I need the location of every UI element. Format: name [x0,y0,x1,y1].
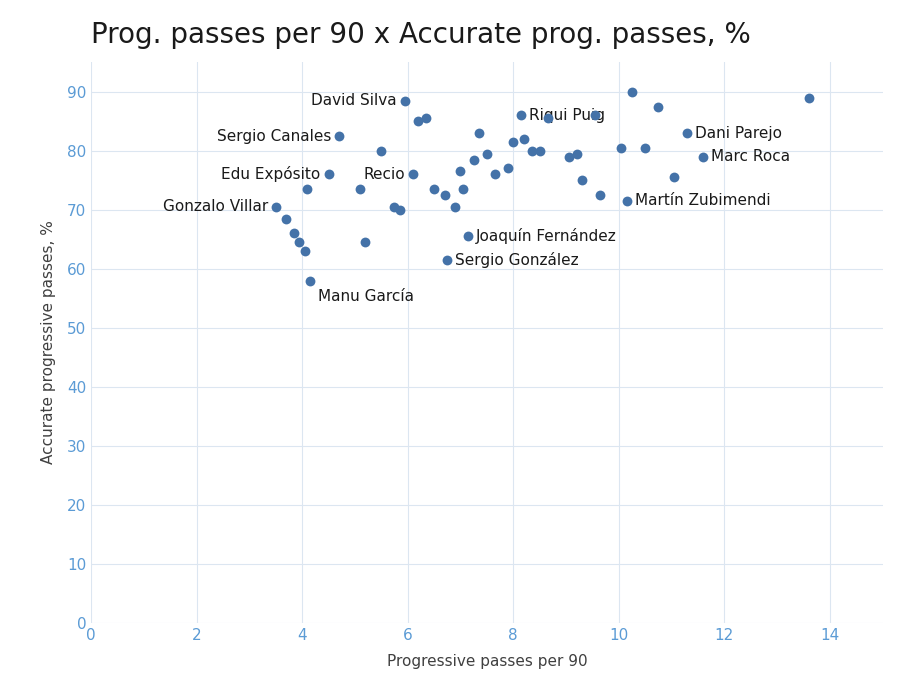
Point [353,183,368,194]
Point [614,143,629,154]
Point [652,101,666,112]
Point [398,95,412,106]
Point [667,172,682,183]
Point [593,190,608,201]
Point [332,131,347,142]
Point [624,86,639,98]
Text: Recio: Recio [363,167,405,182]
Y-axis label: Accurate progressive passes, %: Accurate progressive passes, % [41,221,56,464]
Point [438,190,452,201]
Point [461,231,476,242]
Point [292,237,307,248]
Point [300,183,315,194]
Point [440,255,455,266]
Point [268,201,283,212]
Point [488,169,502,180]
Point [411,116,426,127]
Point [374,145,389,156]
Text: Martín Zubimendi: Martín Zubimendi [634,194,770,208]
Point [427,183,441,194]
Text: Dani Parejo: Dani Parejo [695,125,783,140]
Point [298,246,312,257]
Text: Joaquín Fernández: Joaquín Fernández [476,228,617,244]
Point [456,183,470,194]
Text: Riqui Puig: Riqui Puig [529,108,605,123]
Point [620,195,634,206]
Text: Gonzalo Villar: Gonzalo Villar [163,199,268,215]
Point [514,110,529,121]
Point [802,92,816,103]
Point [696,151,711,162]
Text: Marc Roca: Marc Roca [712,149,790,164]
Point [506,136,521,147]
Point [574,175,589,186]
Text: David Silva: David Silva [311,93,397,108]
Point [453,166,468,177]
Point [387,201,401,212]
Point [359,237,373,248]
Point [471,127,486,138]
X-axis label: Progressive passes per 90: Progressive passes per 90 [387,654,587,668]
Point [524,145,539,156]
Text: Prog. passes per 90 x Accurate prog. passes, %: Prog. passes per 90 x Accurate prog. pas… [91,21,751,49]
Point [287,228,301,239]
Text: Sergio González: Sergio González [455,252,579,268]
Text: Sergio Canales: Sergio Canales [217,129,331,143]
Point [480,148,494,159]
Point [561,151,576,162]
Point [588,110,602,121]
Point [501,163,515,174]
Point [279,213,294,224]
Point [638,143,652,154]
Point [680,127,694,138]
Text: Edu Expósito: Edu Expósito [221,166,320,183]
Text: Manu García: Manu García [318,289,414,304]
Point [419,113,433,124]
Point [532,145,547,156]
Point [303,275,318,286]
Point [570,148,584,159]
Point [448,201,462,212]
Point [541,113,555,124]
Point [392,204,407,215]
Point [466,154,480,165]
Point [406,169,420,180]
Point [321,169,336,180]
Point [517,134,531,145]
